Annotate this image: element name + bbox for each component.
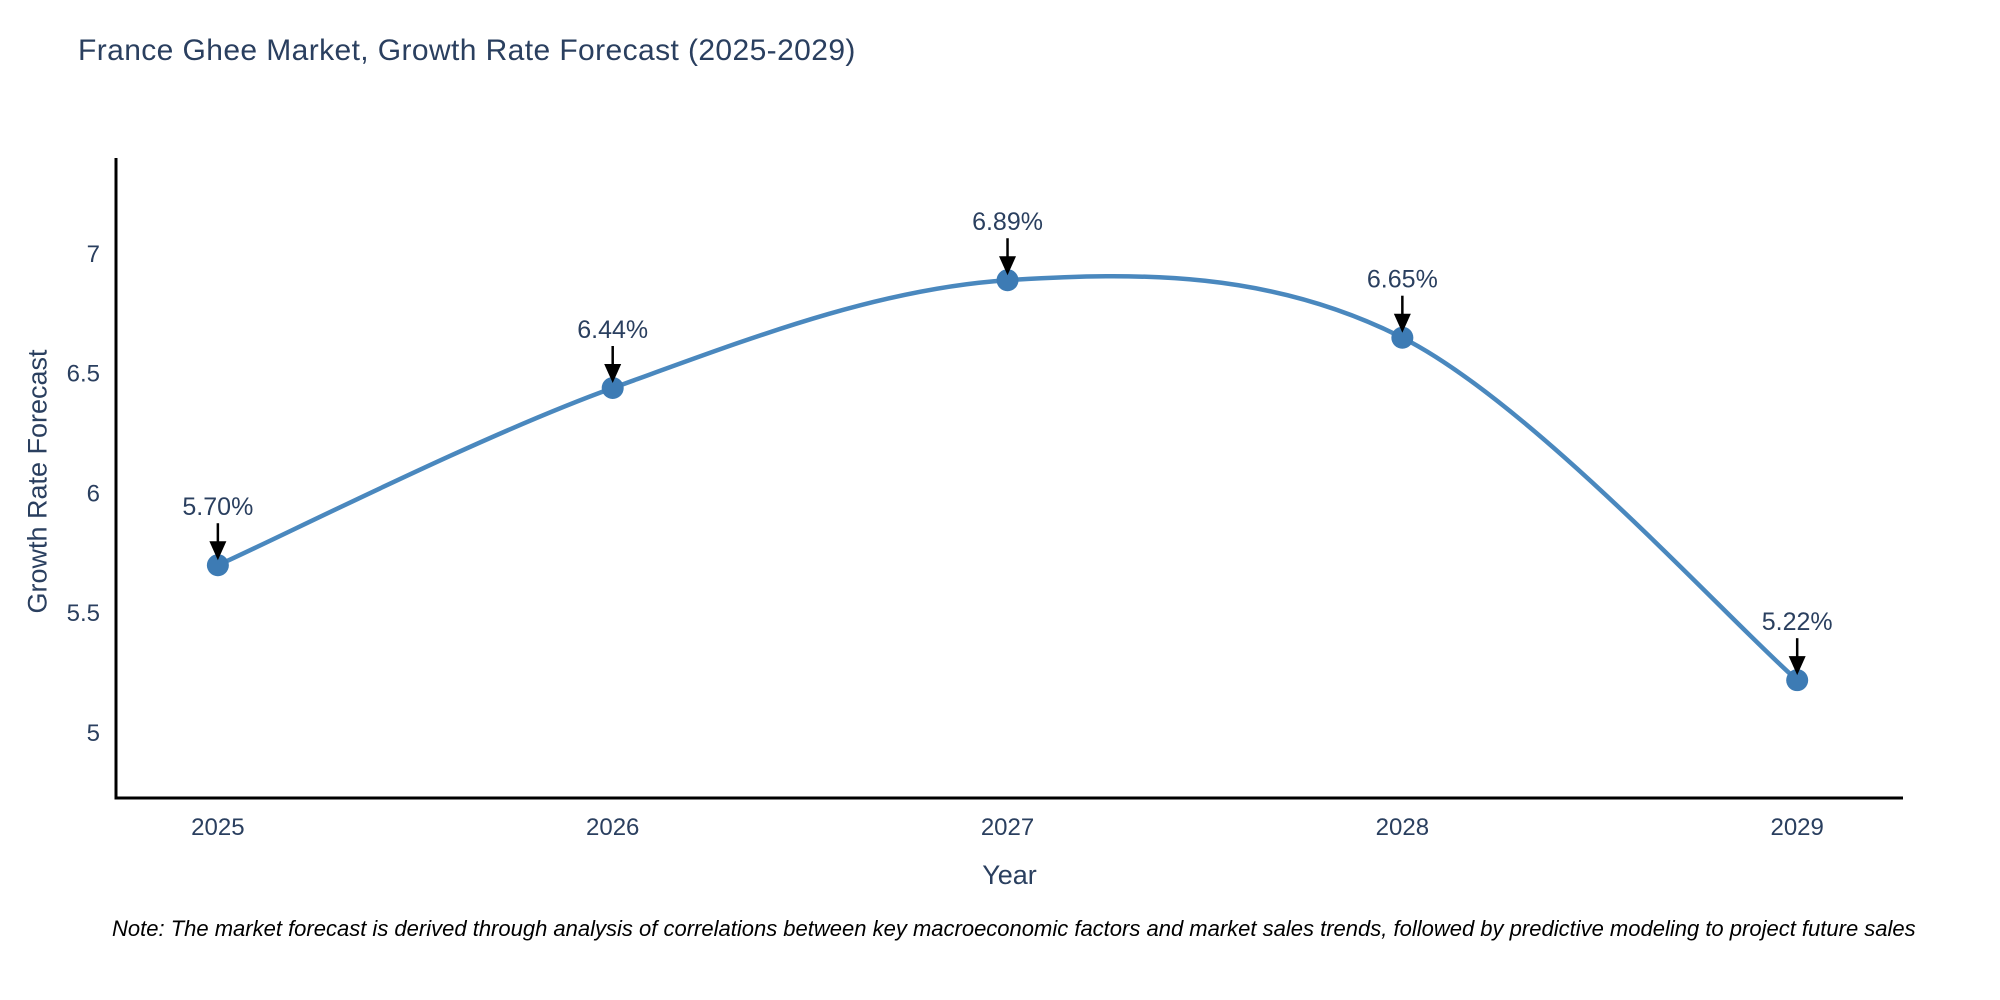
- x-tick-label: 2026: [586, 814, 639, 841]
- data-point: [601, 376, 624, 399]
- data-point: [996, 269, 1019, 292]
- chart-title: France Ghee Market, Growth Rate Forecast…: [78, 34, 856, 67]
- y-tick-label: 6: [87, 480, 100, 507]
- y-tick-label: 5: [87, 720, 100, 747]
- annotation-arrow-head: [999, 256, 1017, 276]
- data-point-label: 6.89%: [972, 208, 1043, 236]
- annotation-arrow-head: [1788, 656, 1806, 676]
- forecast-line: [215, 274, 1800, 683]
- footnote: Note: The market forecast is derived thr…: [112, 916, 1916, 941]
- data-point-label: 6.44%: [577, 316, 648, 344]
- x-tick-label: 2029: [1770, 814, 1823, 841]
- x-tick-label: 2025: [191, 814, 244, 841]
- data-point-label: 5.70%: [182, 493, 253, 521]
- y-tick-label: 7: [87, 241, 100, 268]
- y-tick-label: 6.5: [67, 361, 100, 388]
- x-tick-label: 2028: [1376, 814, 1429, 841]
- data-point-label: 5.22%: [1762, 608, 1833, 636]
- data-point: [1391, 326, 1414, 349]
- annotation-arrow-head: [209, 541, 227, 561]
- data-point: [206, 554, 229, 577]
- data-point-label: 6.65%: [1367, 266, 1438, 294]
- x-axis-title: Year: [982, 860, 1037, 890]
- annotation-arrow-head: [1393, 313, 1411, 333]
- y-tick-label: 5.5: [67, 600, 100, 627]
- annotation-arrow-head: [604, 363, 622, 383]
- data-point: [1786, 669, 1809, 692]
- x-tick-label: 2027: [981, 814, 1034, 841]
